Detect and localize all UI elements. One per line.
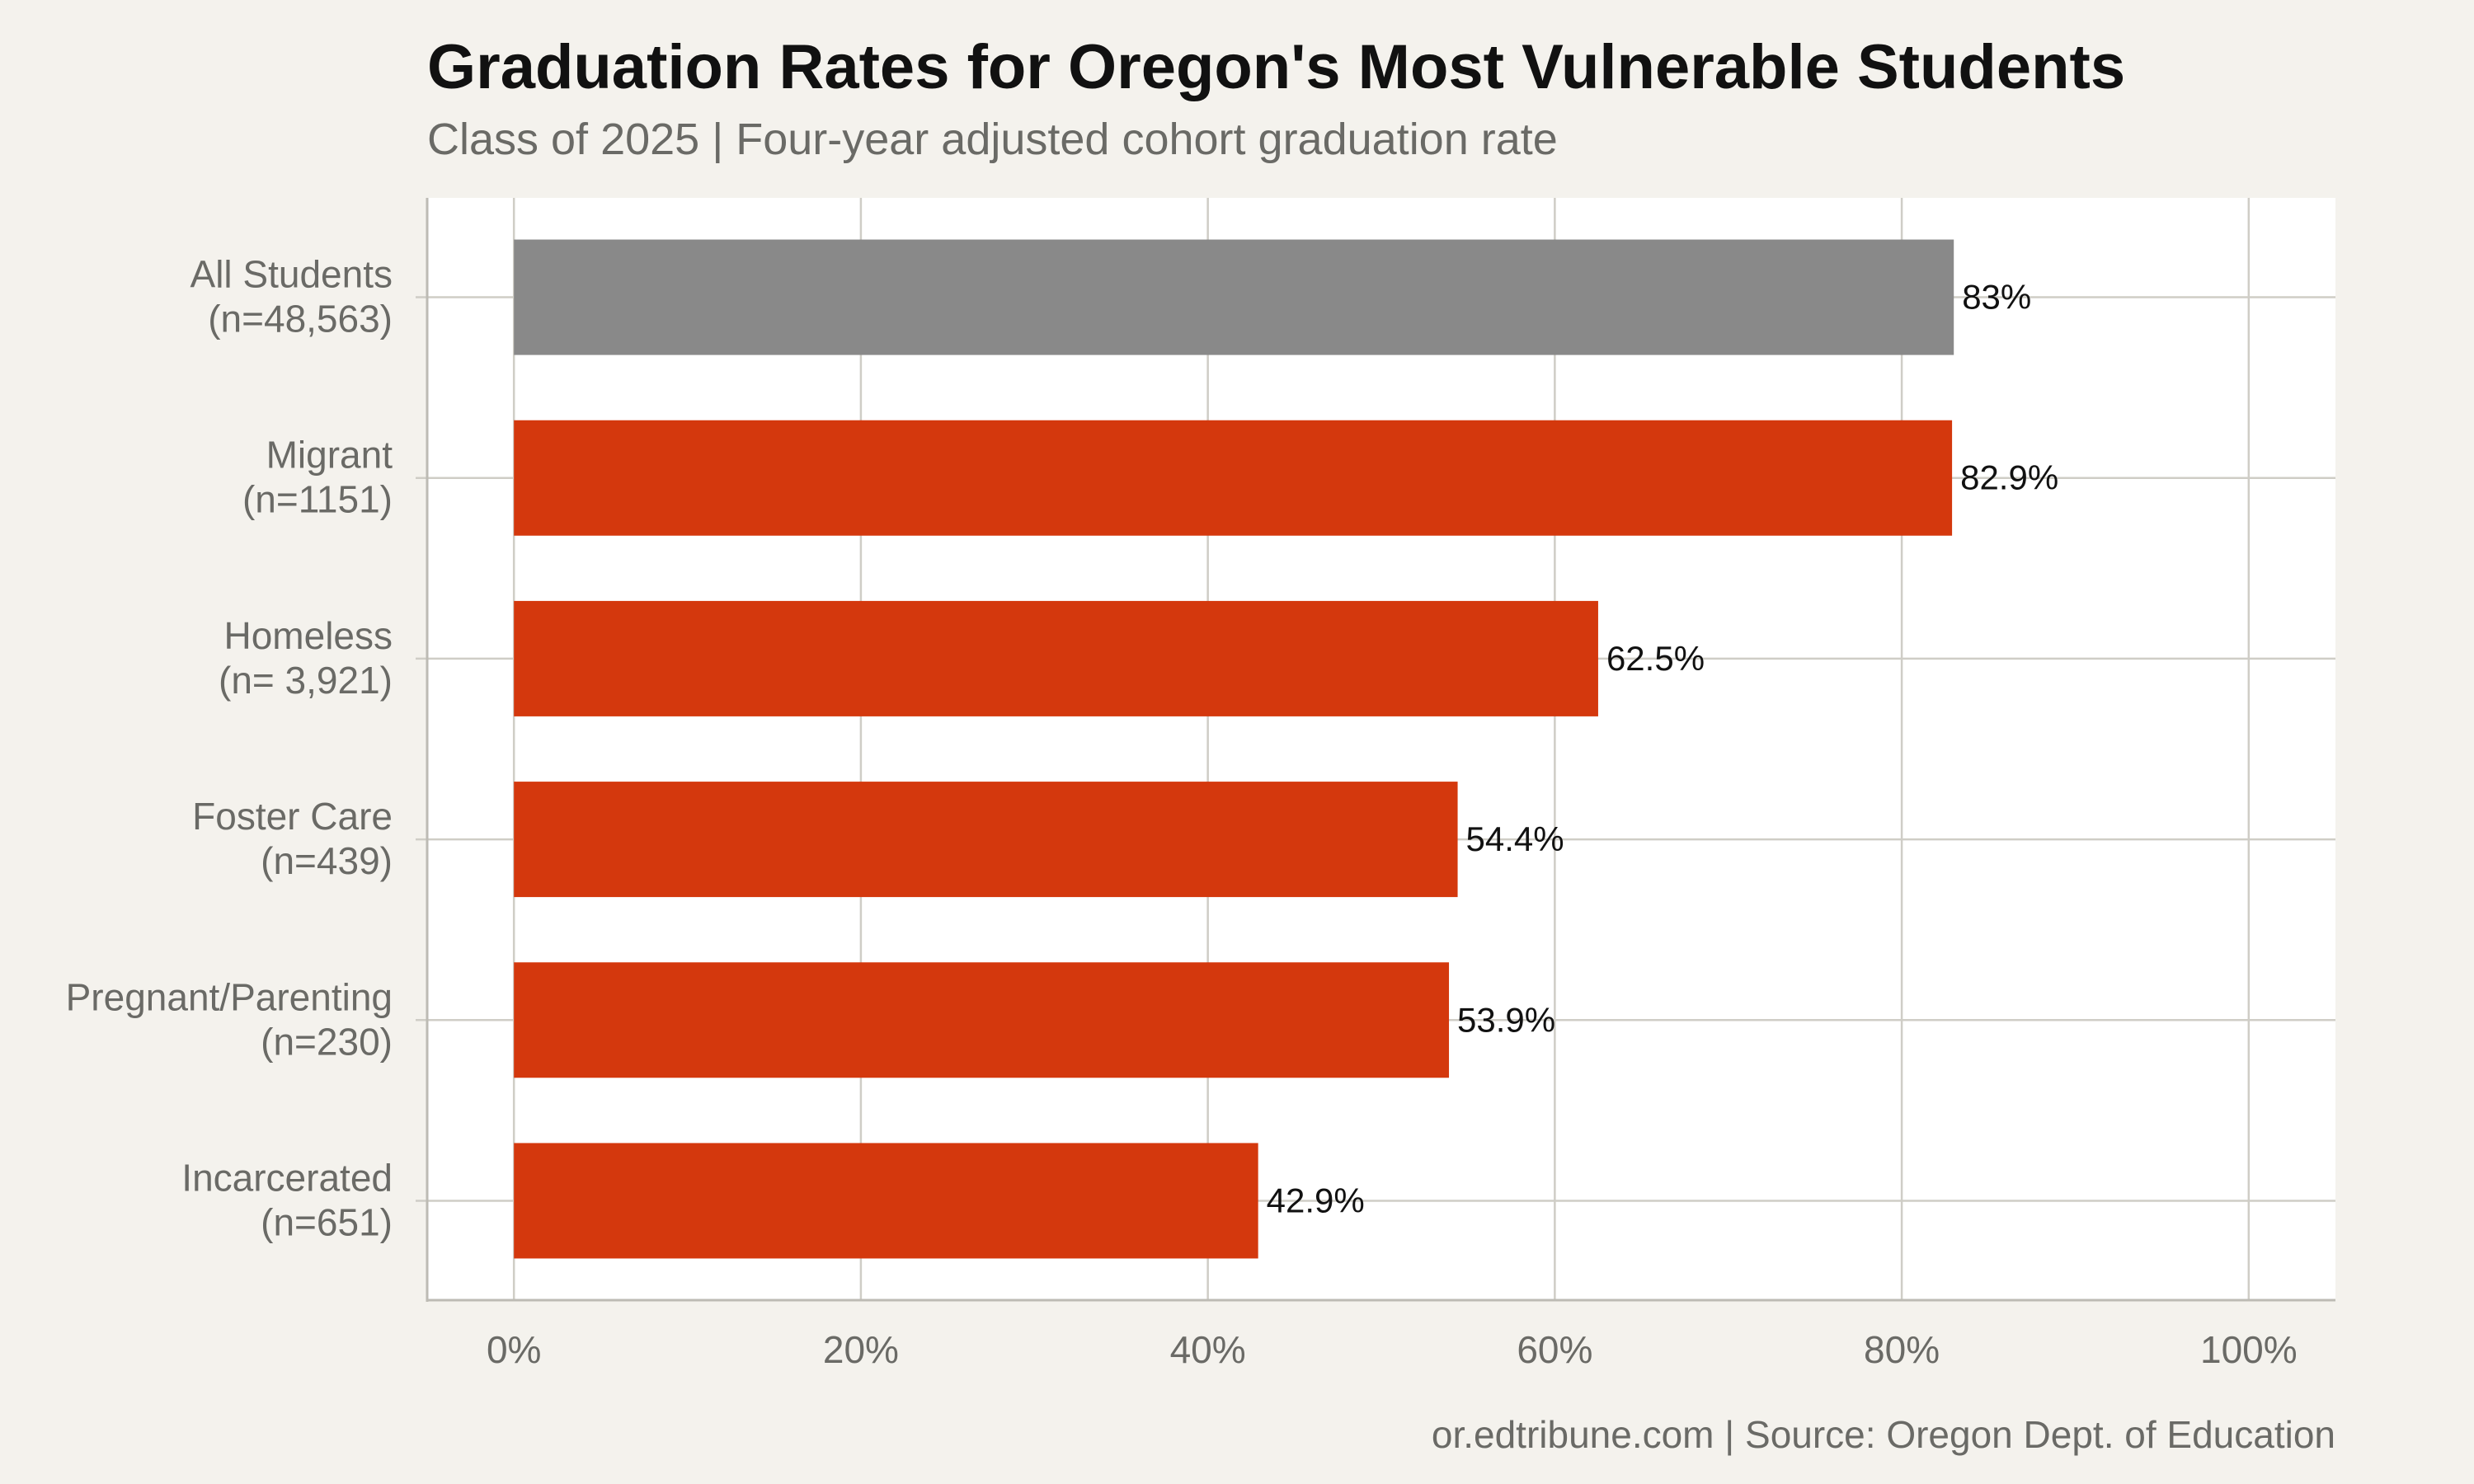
category-label: Foster Care (n=439) xyxy=(192,795,393,882)
category-name: Migrant xyxy=(266,434,393,477)
category-count: (n=230) xyxy=(261,1020,393,1063)
plot-background xyxy=(427,198,2335,1300)
chart-subtitle: Class of 2025 | Four-year adjusted cohor… xyxy=(427,115,1558,164)
category-count: (n= 3,921) xyxy=(219,659,393,702)
bar xyxy=(514,600,1598,716)
bars xyxy=(514,239,1954,1259)
bar xyxy=(514,1143,1258,1259)
data-label: 62.5% xyxy=(1606,639,1705,678)
category-name: Incarcerated xyxy=(181,1156,393,1199)
category-name: Homeless xyxy=(223,614,393,657)
data-label: 53.9% xyxy=(1457,1000,1555,1039)
category-label: All Students (n=48,563) xyxy=(190,253,393,340)
x-tick-label: 0% xyxy=(487,1328,541,1371)
data-label: 82.9% xyxy=(1960,458,2058,497)
category-count: (n=439) xyxy=(261,839,393,882)
x-tick-labels: 0% 20% 40% 60% 80% 100% xyxy=(487,1328,2298,1371)
category-count: (n=48,563) xyxy=(208,298,393,340)
category-label: Pregnant/Parenting (n=230) xyxy=(66,975,393,1063)
category-label: Incarcerated (n=651) xyxy=(181,1156,393,1243)
x-tick-label: 80% xyxy=(1864,1328,1940,1371)
bar xyxy=(514,962,1450,1078)
chart-title: Graduation Rates for Oregon's Most Vulne… xyxy=(427,32,2126,102)
category-label: Homeless (n= 3,921) xyxy=(219,614,393,702)
category-name: Foster Care xyxy=(192,795,393,838)
bar xyxy=(514,782,1458,898)
data-label: 54.4% xyxy=(1466,819,1564,858)
x-tick-label: 60% xyxy=(1517,1328,1592,1371)
category-name: All Students xyxy=(190,253,393,296)
x-tick-label: 20% xyxy=(823,1328,899,1371)
x-tick-label: 40% xyxy=(1170,1328,1246,1371)
chart-caption: or.edtribune.com | Source: Oregon Dept. … xyxy=(1431,1413,2335,1456)
category-labels: All Students (n=48,563) Migrant (n=1151) Hom… xyxy=(66,253,393,1244)
bar xyxy=(514,420,1953,536)
data-labels: 83% 82.9% 62.5% 54.4% 53.9% 42.9% xyxy=(1267,278,2059,1220)
category-label: Migrant (n=1151) xyxy=(242,434,393,521)
category-count: (n=1151) xyxy=(242,478,393,521)
category-name: Pregnant/Parenting xyxy=(66,975,393,1018)
data-label: 83% xyxy=(1962,278,2031,317)
category-count: (n=651) xyxy=(261,1200,393,1243)
data-label: 42.9% xyxy=(1267,1181,1365,1219)
x-tick-label: 100% xyxy=(2200,1328,2298,1371)
bar xyxy=(514,239,1954,355)
